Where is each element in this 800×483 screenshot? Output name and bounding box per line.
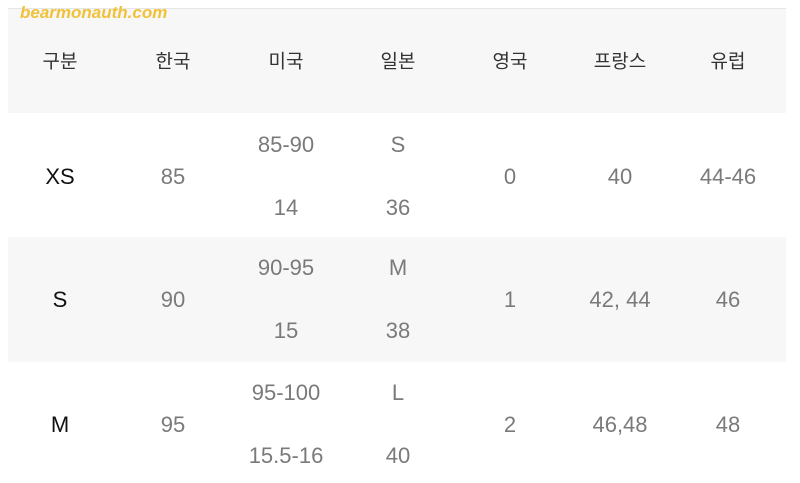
column-header: 유럽 bbox=[710, 50, 746, 73]
cell-kr: 85 bbox=[160, 164, 186, 189]
column-header: 구분 bbox=[42, 50, 78, 73]
cell-us: 15.5-16 bbox=[248, 443, 324, 468]
size-label: XS bbox=[45, 164, 75, 189]
cell-uk: 0 bbox=[503, 164, 517, 189]
cell-uk: 2 bbox=[503, 412, 517, 437]
cell-fr: 46,48 bbox=[592, 412, 648, 437]
column-header: 한국 bbox=[155, 50, 191, 73]
cell-us: 85-90 bbox=[257, 132, 315, 157]
cell-us: 15 bbox=[273, 318, 299, 343]
cell-kr: 95 bbox=[160, 412, 186, 437]
size-label: S bbox=[52, 287, 68, 312]
cell-jp: S bbox=[390, 132, 406, 157]
column-header: 영국 bbox=[492, 50, 528, 73]
cell-eu: 48 bbox=[715, 412, 741, 437]
column-header: 프랑스 bbox=[593, 50, 647, 73]
size-label: M bbox=[50, 412, 70, 437]
cell-jp: 40 bbox=[385, 443, 411, 468]
cell-fr: 40 bbox=[607, 164, 633, 189]
watermark: bearmonauth.com bbox=[20, 3, 168, 22]
cell-eu: 46 bbox=[715, 287, 741, 312]
cell-eu: 44-46 bbox=[699, 164, 757, 189]
cell-jp: 38 bbox=[385, 318, 411, 343]
cell-fr: 42, 44 bbox=[589, 287, 651, 312]
cell-jp: 36 bbox=[385, 195, 411, 220]
cell-jp: L bbox=[391, 380, 405, 405]
column-header: 미국 bbox=[268, 50, 304, 73]
table-header bbox=[8, 8, 786, 113]
cell-us: 90-95 bbox=[257, 255, 315, 280]
cell-kr: 90 bbox=[160, 287, 186, 312]
cell-uk: 1 bbox=[503, 287, 517, 312]
cell-us: 14 bbox=[273, 195, 299, 220]
table-row bbox=[8, 237, 786, 362]
cell-jp: M bbox=[388, 255, 408, 280]
column-header: 일본 bbox=[380, 50, 416, 73]
cell-us: 95-100 bbox=[251, 380, 321, 405]
